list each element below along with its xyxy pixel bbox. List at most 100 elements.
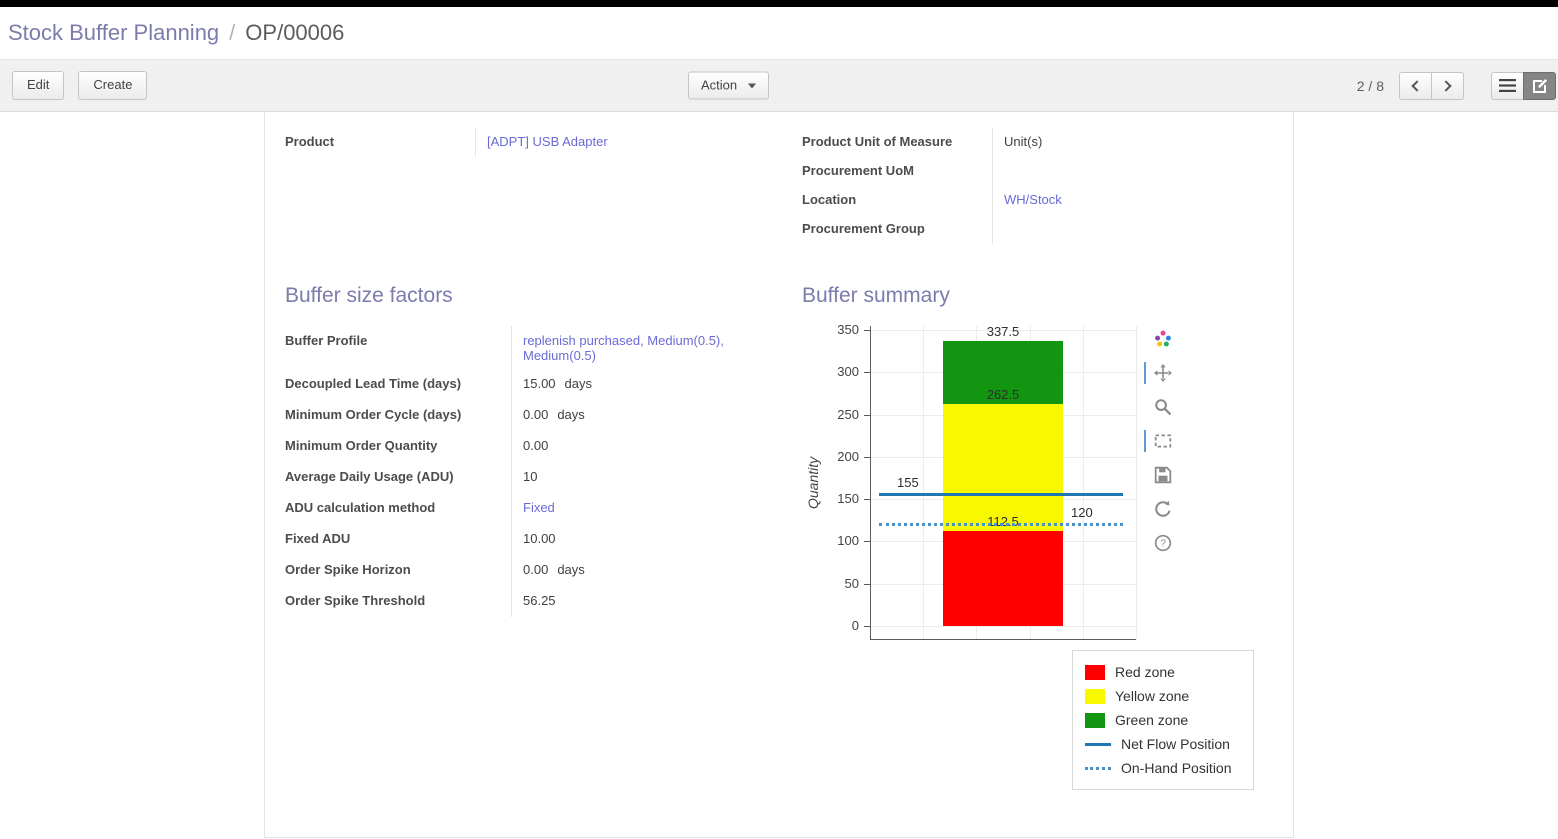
yellow-zone-bar	[943, 404, 1063, 531]
y-axis-tick	[864, 583, 871, 585]
buffer-profile-link[interactable]: replenish purchased, Medium(0.5), Medium…	[523, 333, 724, 363]
legend-label: On-Hand Position	[1121, 760, 1232, 776]
breadcrumb-separator: /	[229, 20, 236, 45]
buffer-profile-value: replenish purchased, Medium(0.5), Medium…	[511, 326, 756, 369]
square-swatch	[1085, 712, 1105, 728]
y-tick-label: 50	[844, 575, 859, 591]
list-view-button[interactable]	[1491, 71, 1524, 100]
field-number: 10.00	[523, 531, 556, 546]
uom-value-text: Unit(s)	[1004, 134, 1043, 149]
field-number: 0.00	[523, 407, 549, 422]
field-number: 0.00	[523, 562, 549, 577]
procurement-uom-field-label: Procurement UoM	[802, 163, 914, 178]
y-tick-label: 150	[837, 491, 859, 507]
procurement-uom-field-value	[992, 157, 1273, 186]
product-field-label: Product	[285, 134, 335, 149]
line-value-label: 155	[897, 475, 919, 490]
uom-field-value: Unit(s)	[992, 128, 1273, 157]
product-link[interactable]: [ADPT] USB Adapter	[487, 134, 608, 149]
right-field-group: Product Unit of Measure Unit(s) Procurem…	[802, 128, 1273, 244]
order-spike-horizon-label: Order Spike Horizon	[285, 562, 411, 577]
box-select-icon[interactable]	[1144, 430, 1174, 452]
grid-line-vertical	[923, 326, 925, 639]
buffer-profile-label: Buffer Profile	[285, 333, 368, 348]
buffer-summary-chart: Quantity 0 50 100 150 200 250 300 350 112.5 262.5…	[802, 322, 1273, 790]
uom-field-label: Product Unit of Measure	[802, 134, 953, 149]
on-hand-position-line	[879, 522, 1123, 526]
y-tick-label: 100	[837, 533, 859, 549]
chart-plot-area[interactable]: 0 50 100 150 200 250 300 350 112.5 262.5 337.5 155 1…	[837, 322, 1137, 640]
field-unit: days	[557, 407, 585, 422]
left-field-group: Product [ADPT] USB Adapter	[285, 128, 756, 244]
order-spike-horizon-value: 0.00 days	[511, 555, 756, 586]
procurement-group-field-value	[992, 215, 1273, 244]
chevron-right-icon	[1440, 79, 1452, 92]
save-icon[interactable]	[1152, 464, 1174, 486]
zone-boundary-label: 112.5	[987, 513, 1019, 529]
field-unit: days	[564, 376, 593, 391]
y-axis-tick	[864, 330, 871, 332]
action-dropdown-wrap: Action	[688, 71, 769, 100]
buffer-size-factors-section: Buffer size factors Buffer Profile reple…	[285, 284, 756, 790]
field-number: 15.00	[523, 376, 556, 391]
pager-counter: 2 / 8	[1356, 77, 1384, 94]
location-link[interactable]: WH/Stock	[1004, 192, 1062, 207]
plotly-logo-icon[interactable]	[1152, 328, 1174, 350]
location-field-value: WH/Stock	[992, 186, 1273, 215]
legend-item[interactable]: Yellow zone	[1085, 684, 1241, 708]
top-field-groups: Product [ADPT] USB Adapter Product Unit …	[285, 126, 1273, 244]
fixed-adu-label: Fixed ADU	[285, 531, 351, 546]
create-button[interactable]: Create	[78, 71, 148, 100]
y-tick-label: 0	[851, 618, 859, 633]
legend-label: Red zone	[1115, 664, 1175, 680]
help-icon[interactable]: ?	[1152, 532, 1174, 554]
grid-line-horizontal	[871, 330, 1136, 332]
zoom-icon[interactable]	[1152, 396, 1174, 418]
zone-boundary-label: 262.5	[986, 387, 1020, 403]
chevron-left-icon	[1411, 79, 1423, 92]
y-axis-tick	[864, 499, 871, 501]
adu-method-link[interactable]: Fixed	[523, 500, 555, 515]
min-order-cycle-value: 0.00 days	[511, 400, 756, 431]
fixed-adu-value: 10.00	[511, 524, 756, 555]
legend-label: Green zone	[1115, 712, 1189, 728]
breadcrumb-parent-link[interactable]: Stock Buffer Planning	[8, 20, 220, 45]
edit-button[interactable]: Edit	[12, 71, 65, 100]
pager-and-views: 2 / 8	[1356, 71, 1556, 100]
reset-axes-icon[interactable]	[1152, 498, 1174, 520]
adu-label: Average Daily Usage (ADU)	[285, 469, 454, 484]
legend-item[interactable]: Green zone	[1085, 708, 1241, 732]
pager-previous-button[interactable]	[1399, 71, 1432, 100]
buffer-factors-table: Buffer Profile replenish purchased, Medi…	[285, 326, 756, 617]
y-tick-label: 300	[837, 364, 859, 380]
legend-item[interactable]: Net Flow Position	[1085, 732, 1241, 756]
legend-item[interactable]: On-Hand Position	[1085, 756, 1241, 780]
form-sections: Buffer size factors Buffer Profile reple…	[285, 284, 1273, 790]
legend-item[interactable]: Red zone	[1085, 660, 1241, 684]
order-spike-threshold-label: Order Spike Threshold	[285, 593, 426, 608]
list-icon	[1499, 78, 1516, 93]
y-axis-tick	[864, 456, 871, 458]
control-panel: Edit Create Action 2 / 8	[0, 59, 1558, 112]
action-dropdown[interactable]: Action	[688, 71, 769, 100]
top-nav-bar	[0, 0, 1558, 7]
y-axis-tick	[864, 372, 871, 374]
buffer-size-factors-title: Buffer size factors	[285, 284, 453, 307]
field-number: 56.25	[523, 593, 556, 608]
square-swatch	[1085, 664, 1105, 680]
y-axis-tick	[864, 414, 871, 416]
adu-value: 10	[511, 462, 756, 493]
y-tick-label: 200	[837, 448, 859, 464]
pager-next-button[interactable]	[1431, 71, 1464, 100]
pan-icon[interactable]	[1144, 362, 1174, 384]
decoupled-lead-time-value: 15.00 days	[511, 369, 756, 400]
buffer-summary-section: Buffer summary Quantity 0 50 100 150 200 250 3…	[802, 284, 1273, 790]
chart-plot-row: Quantity 0 50 100 150 200 250 300 350 112.5 262.5…	[802, 322, 1273, 640]
form-view-button[interactable]	[1523, 71, 1556, 100]
grid-line-vertical	[1082, 326, 1084, 639]
y-tick-label: 350	[837, 322, 859, 338]
line-swatch	[1085, 742, 1111, 746]
adu-method-value: Fixed	[511, 493, 756, 524]
action-label: Action	[701, 77, 738, 93]
min-order-qty-label: Minimum Order Quantity	[285, 438, 438, 453]
